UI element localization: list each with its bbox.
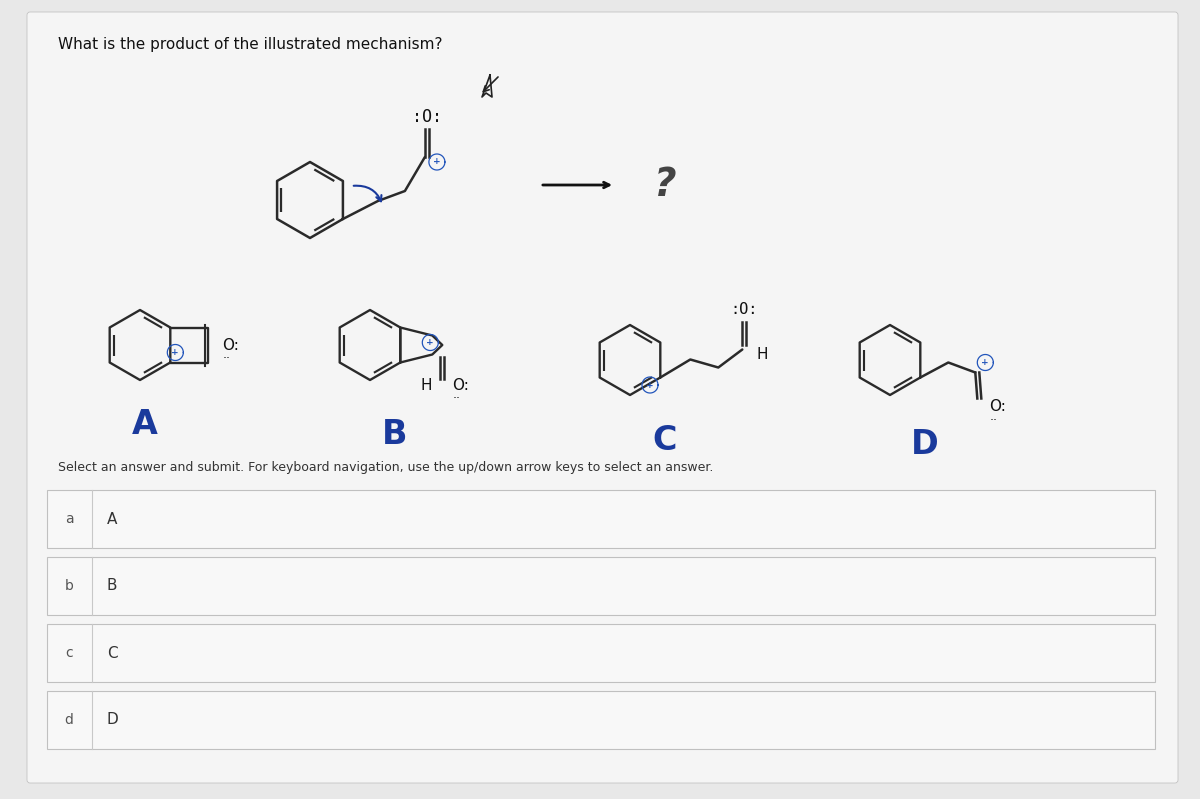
FancyBboxPatch shape xyxy=(47,624,1154,682)
Text: ··: ·· xyxy=(222,352,230,365)
Text: H: H xyxy=(420,377,432,392)
Text: A: A xyxy=(107,511,118,527)
Text: :O:: :O: xyxy=(731,302,758,317)
Text: B: B xyxy=(107,578,118,594)
FancyBboxPatch shape xyxy=(47,557,1154,615)
Text: C: C xyxy=(653,423,677,456)
Text: H: H xyxy=(756,347,768,362)
Text: a: a xyxy=(65,512,73,526)
Text: d: d xyxy=(65,713,73,727)
Text: ··: ·· xyxy=(452,392,461,406)
Text: c: c xyxy=(65,646,73,660)
Text: +: + xyxy=(433,157,440,166)
Text: Select an answer and submit. For keyboard navigation, use the up/down arrow keys: Select an answer and submit. For keyboar… xyxy=(58,462,713,475)
FancyBboxPatch shape xyxy=(47,691,1154,749)
Text: What is the product of the illustrated mechanism?: What is the product of the illustrated m… xyxy=(58,38,443,53)
Text: D: D xyxy=(911,428,938,462)
Text: O:: O: xyxy=(222,337,239,352)
Text: B: B xyxy=(383,419,408,451)
Text: D: D xyxy=(107,713,119,728)
Text: ··: ·· xyxy=(989,414,997,427)
Text: O:: O: xyxy=(452,377,469,392)
Text: C: C xyxy=(107,646,118,661)
Text: ?: ? xyxy=(654,166,677,204)
Text: +: + xyxy=(426,338,434,347)
Text: A: A xyxy=(132,408,158,442)
Text: +: + xyxy=(646,380,654,389)
FancyBboxPatch shape xyxy=(47,490,1154,548)
Text: +: + xyxy=(982,358,989,367)
Text: b: b xyxy=(65,579,73,593)
Text: +: + xyxy=(172,348,179,357)
Text: O:: O: xyxy=(989,399,1006,414)
Text: :O:: :O: xyxy=(412,108,442,126)
FancyBboxPatch shape xyxy=(28,12,1178,783)
